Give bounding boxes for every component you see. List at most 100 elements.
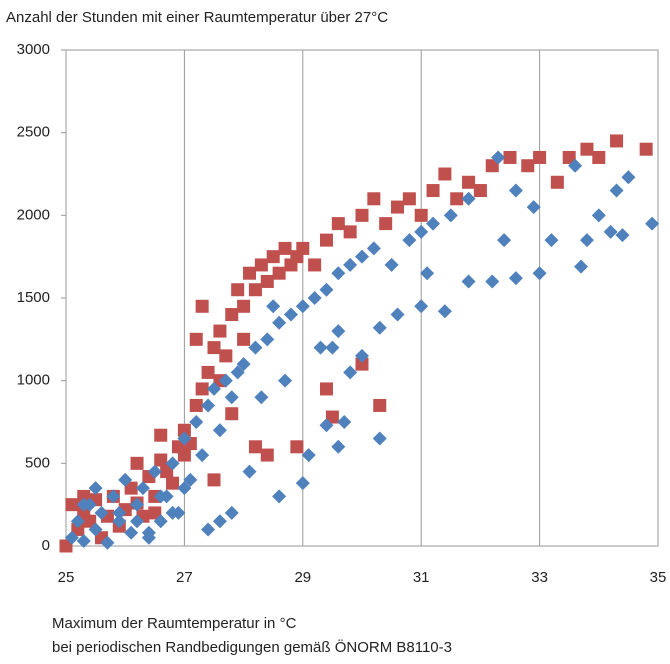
y-tick-label: 3000 (17, 41, 50, 58)
square-point (367, 192, 381, 206)
diamond-point (343, 257, 358, 272)
square-point (65, 498, 79, 512)
square-point (148, 506, 162, 520)
diamond-point (112, 514, 127, 529)
diamond-point (130, 497, 145, 512)
diamond-point (177, 431, 192, 446)
square-point (195, 382, 209, 396)
x-tick-label: 31 (413, 569, 430, 586)
square-point (124, 481, 138, 495)
diamond-point (165, 456, 180, 471)
square-point (503, 150, 517, 164)
square-point (278, 241, 292, 255)
square-point (521, 159, 535, 173)
square-point (473, 184, 487, 198)
diamond-point (106, 489, 121, 504)
square-point (160, 465, 174, 479)
diamond-point (645, 216, 660, 231)
square-point (195, 299, 209, 313)
square-point (533, 150, 547, 164)
diamond-point (218, 373, 233, 388)
square-point (130, 456, 144, 470)
diamond-point (207, 381, 221, 396)
diamond-point (384, 257, 399, 272)
diamond-point (195, 448, 210, 463)
square-point (177, 423, 191, 437)
diamond-point (295, 299, 310, 314)
diamond-point (248, 340, 263, 355)
diamond-point (118, 472, 133, 487)
diamond-point (272, 315, 287, 330)
diamond-point (337, 415, 352, 429)
diamond-point (224, 505, 239, 520)
y-tick-label: 0 (42, 537, 50, 554)
square-point (237, 299, 251, 313)
diamond-point (295, 476, 310, 491)
diamond-point (266, 299, 281, 314)
diamond-point (426, 216, 441, 231)
square-point (77, 489, 91, 503)
diamond-point (544, 233, 559, 248)
diamond-point (165, 505, 180, 520)
square-point (207, 473, 221, 487)
square-point (237, 332, 251, 346)
square-point (83, 514, 97, 528)
square-point (562, 150, 576, 164)
square-point (59, 539, 73, 553)
diamond-point (76, 534, 91, 549)
diamond-point (201, 522, 216, 537)
y-tick-label: 1000 (17, 372, 50, 389)
y-tick-label: 500 (25, 454, 50, 471)
diamond-point (491, 150, 506, 165)
diamond-point (414, 299, 429, 314)
diamond-point (313, 340, 328, 355)
square-point (391, 200, 405, 214)
diamond-point (366, 241, 381, 256)
x-axis-title: Maximum der Raumtemperatur in °C (52, 615, 297, 632)
diamond-point (147, 464, 162, 479)
square-point (319, 233, 333, 247)
diamond-point (497, 233, 512, 248)
diamond-point (615, 228, 630, 243)
diamond-point (414, 224, 429, 239)
x-tick-label: 25 (58, 569, 75, 586)
square-point (325, 410, 339, 424)
diamond-point (508, 183, 523, 198)
diamond-point (568, 158, 583, 173)
diamond-point (390, 307, 405, 322)
diamond-point (201, 398, 216, 413)
square-point (373, 398, 387, 412)
x-tick-label: 35 (650, 569, 667, 586)
diamond-point (372, 320, 387, 335)
square-point (592, 150, 606, 164)
diamond-point (254, 390, 269, 405)
y-tick-label: 2000 (17, 206, 50, 223)
diamond-point (283, 307, 298, 322)
diamond-point (621, 170, 636, 185)
y-tick-label: 1500 (17, 289, 50, 306)
diamond-point (141, 525, 156, 540)
y-tick-label: 2500 (17, 124, 50, 141)
square-point (402, 192, 416, 206)
diamond-point (331, 266, 346, 281)
diamond-point (230, 365, 245, 380)
diamond-point (124, 525, 139, 540)
plot-area (59, 134, 660, 553)
diamond-point (372, 431, 387, 446)
diamond-point (319, 418, 334, 433)
y-axis-title: Anzahl der Stunden mit einer Raumtempera… (6, 9, 388, 26)
diamond-point (331, 324, 346, 339)
diamond-point (355, 249, 369, 264)
diamond-point (420, 266, 435, 281)
square-point (355, 208, 369, 222)
diamond-point (130, 514, 145, 529)
square-point (610, 134, 624, 148)
diamond-point (242, 464, 257, 479)
square-point (219, 349, 233, 363)
x-tick-label: 27 (176, 569, 193, 586)
diamond-point (278, 373, 293, 388)
square-point (266, 250, 280, 264)
diamond-point (135, 481, 150, 496)
square-point (260, 448, 274, 462)
